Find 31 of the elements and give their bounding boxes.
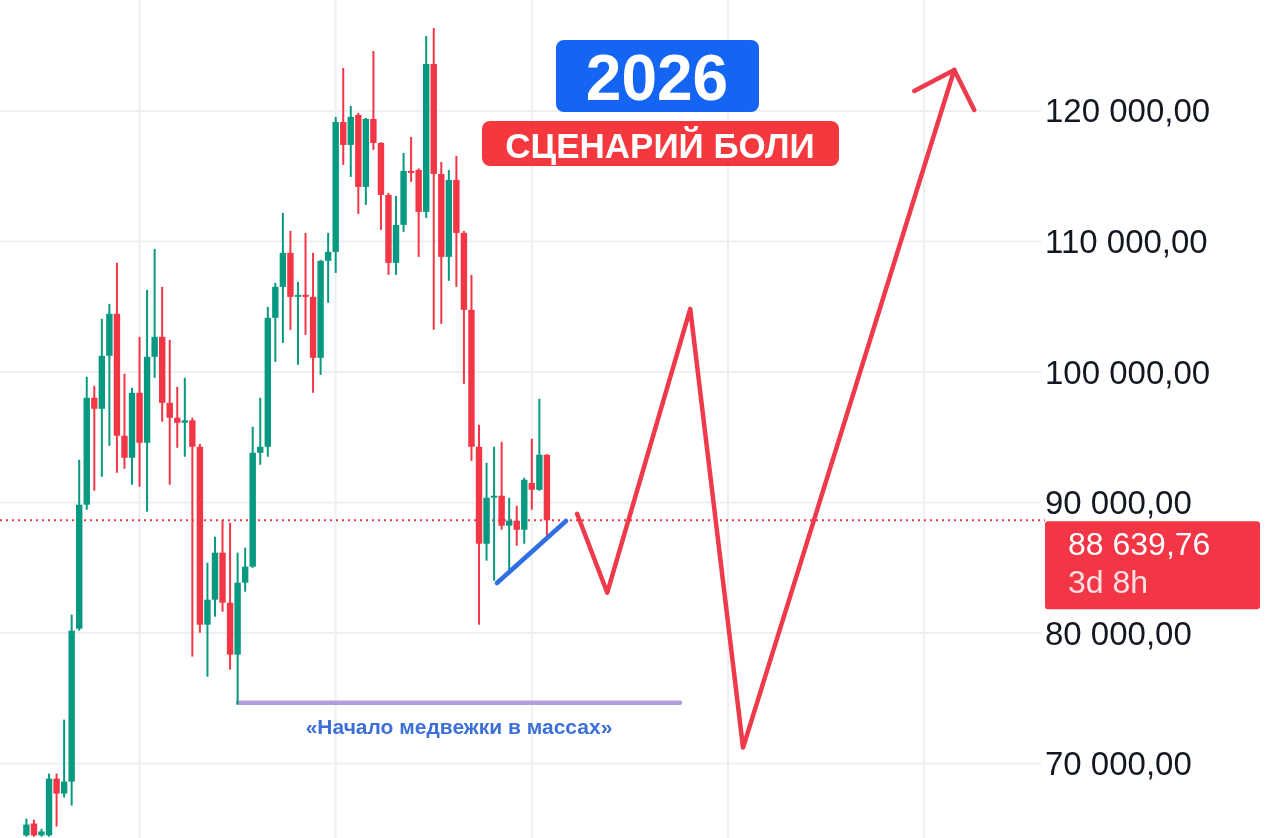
ref-line-label: 88 639,76 xyxy=(1068,526,1211,563)
text: СЦЕНАРИЙ БОЛИ xyxy=(505,125,815,165)
candlestick xyxy=(91,384,98,492)
candlestick xyxy=(60,718,68,799)
candlestick xyxy=(490,445,498,582)
candlestick xyxy=(166,338,173,486)
candlestick xyxy=(241,546,249,593)
candlestick xyxy=(294,280,302,366)
text: 3d 8h xyxy=(1068,564,1149,601)
candlestick xyxy=(324,231,332,304)
candlestick xyxy=(302,231,309,336)
candlestick xyxy=(505,496,513,572)
candlestick xyxy=(513,504,520,547)
candlestick xyxy=(121,372,128,470)
candlestick xyxy=(528,437,536,511)
y-tick-label: 100 000,00 xyxy=(1045,353,1211,391)
candlestick xyxy=(53,772,60,828)
y-tick-label: 70 000,00 xyxy=(1045,745,1192,783)
y-tick-label: 110 000,00 xyxy=(1045,222,1208,260)
candlestick xyxy=(257,396,264,466)
y-tick-label: 90 000,00 xyxy=(1045,484,1192,522)
candlestick xyxy=(151,247,158,379)
candlestick xyxy=(340,66,347,166)
candlestick xyxy=(174,385,181,449)
y-tick-label: 120 000,00 xyxy=(1045,92,1211,130)
text: 2026 xyxy=(585,42,729,114)
y-tick-label: 80 000,00 xyxy=(1045,614,1192,652)
candlestick xyxy=(23,817,30,838)
candlestick xyxy=(181,376,189,458)
candlestick xyxy=(370,49,377,151)
ref-line-label: «Начало медвежки в массах» xyxy=(305,715,613,739)
